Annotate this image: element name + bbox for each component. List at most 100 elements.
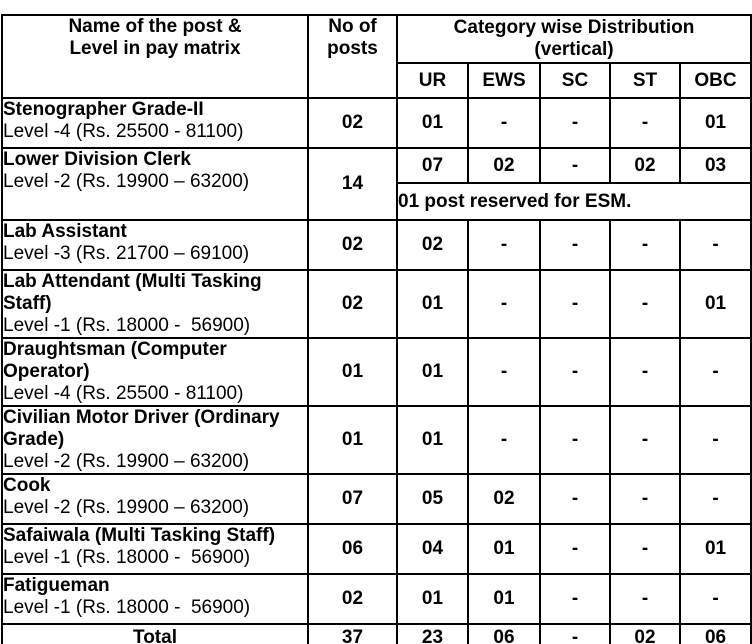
post-name-cell: Stenographer Grade-II Level -4 (Rs. 2550… — [1, 97, 309, 149]
total-ews-value: 06 — [467, 623, 541, 644]
posts-count: 02 — [307, 97, 398, 149]
category-value-ur: 01 — [396, 97, 469, 149]
category-value-sc: - — [539, 523, 611, 575]
header-row-main: Name of the post & Level in pay matrix N… — [1, 14, 752, 99]
esm-note: 01 post reserved for ESM. — [395, 182, 752, 221]
category-value-ur: 01 — [396, 573, 469, 625]
category-value-obc: 01 — [678, 97, 752, 149]
post-level: Level -4 (Rs. 25500 - 81100) — [3, 121, 244, 142]
post-title: Draughtsman (Computer Operator) — [3, 339, 227, 382]
category-value-st: - — [609, 473, 681, 525]
category-value-obc: - — [678, 573, 752, 625]
category-value-ur: 01 — [396, 269, 469, 339]
table-row: Lab Assistant Level -3 (Rs. 21700 – 6910… — [1, 219, 752, 271]
posts-count: 01 — [307, 337, 398, 407]
category-value-ews: - — [467, 337, 541, 407]
subheader-st: ST — [609, 62, 681, 99]
table-row: Fatigueman Level -1 (Rs. 18000 - 56900) … — [1, 573, 752, 625]
total-label: Total — [1, 623, 309, 644]
subheader-ews: EWS — [467, 62, 541, 99]
total-st-value: 02 — [609, 623, 681, 644]
post-level: Level -2 (Rs. 19900 – 63200) — [3, 497, 250, 518]
category-value-st: - — [609, 269, 681, 339]
post-title: Cook — [3, 475, 51, 496]
category-value-ews: 02 — [467, 473, 541, 525]
table-footer: Total 37 23 06 - 02 06 — [1, 623, 752, 644]
esm-note-row: 01 post reserved for ESM. — [2, 182, 752, 221]
header-name-col: Name of the post & Level in pay matrix — [1, 14, 309, 99]
category-value-st: - — [609, 405, 681, 475]
post-level: Level -2 (Rs. 19900 – 63200) — [3, 451, 250, 472]
subheader-obc: OBC — [678, 62, 752, 99]
total-obc-value: 06 — [678, 623, 752, 644]
table-row: Draughtsman (Computer Operator) Level -4… — [1, 337, 752, 407]
post-title: Lab Attendant (Multi Tasking Staff) — [3, 271, 262, 314]
category-value-st: - — [609, 337, 681, 407]
post-name-cell: Safaiwala (Multi Tasking Staff) Level -1… — [1, 523, 309, 575]
post-level: Level -1 (Rs. 18000 - 56900) — [3, 597, 251, 618]
post-name-cell: Lab Attendant (Multi Tasking Staff) Leve… — [1, 269, 309, 339]
post-name-cell: Civilian Motor Driver (Ordinary Grade) L… — [1, 405, 309, 475]
post-name-cell: Draughtsman (Computer Operator) Level -4… — [1, 337, 309, 407]
table-row: Cook Level -2 (Rs. 19900 – 63200) 07 05 … — [1, 473, 752, 525]
table-row: Safaiwala (Multi Tasking Staff) Level -1… — [1, 523, 752, 575]
category-value-sc: - — [539, 147, 611, 184]
category-value-sc: - — [539, 337, 611, 407]
table-row: Lower Division Clerk Level -2 (Rs. 19900… — [1, 147, 752, 221]
post-level: Level -1 (Rs. 18000 - 56900) — [3, 315, 251, 336]
post-level: Level -1 (Rs. 18000 - 56900) — [3, 547, 251, 568]
post-title: Stenographer Grade-II — [3, 99, 204, 120]
posts-count: 01 — [307, 405, 398, 475]
post-title: Lower Division Clerk — [3, 149, 191, 170]
posts-count: 06 — [307, 523, 398, 575]
category-value-ur: 02 — [396, 219, 469, 271]
post-level: Level -3 (Rs. 21700 – 69100) — [3, 243, 250, 264]
category-value-ur: 04 — [396, 523, 469, 575]
post-name-cell: Lower Division Clerk Level -2 (Rs. 19900… — [1, 147, 309, 221]
category-value-sc: - — [539, 473, 611, 525]
post-level: Level -2 (Rs. 19900 – 63200) — [3, 171, 250, 192]
subheader-sc: SC — [539, 62, 611, 99]
total-sc-value: - — [539, 623, 611, 644]
category-value-ews: - — [467, 219, 541, 271]
posts-count: 02 — [307, 269, 398, 339]
posts-count: 02 — [307, 573, 398, 625]
category-value-obc: 01 — [678, 523, 752, 575]
post-name-cell: Lab Assistant Level -3 (Rs. 21700 – 6910… — [1, 219, 309, 271]
category-value-ews: 01 — [467, 523, 541, 575]
post-level: Level -4 (Rs. 25500 - 81100) — [3, 383, 244, 404]
category-value-st: - — [609, 523, 681, 575]
category-value-obc: - — [678, 405, 752, 475]
category-value-st: - — [609, 573, 681, 625]
table-row: Lab Attendant (Multi Tasking Staff) Leve… — [1, 269, 752, 339]
total-ur-value: 23 — [396, 623, 469, 644]
posts-count: 14 — [307, 147, 398, 221]
category-value-ews: - — [467, 269, 541, 339]
header-row-sub: UR EWS SC ST OBC — [2, 62, 752, 99]
post-name-cell: Fatigueman Level -1 (Rs. 18000 - 56900) — [1, 573, 309, 625]
category-value-obc: - — [678, 473, 752, 525]
category-value-obc: 03 — [678, 147, 752, 184]
category-value-ews: - — [467, 405, 541, 475]
category-value-sc: - — [539, 573, 611, 625]
category-value-obc: - — [678, 337, 752, 407]
category-value-sc: - — [539, 269, 611, 339]
recruitment-posts-table: Name of the post & Level in pay matrix N… — [1, 14, 752, 644]
category-value-ews: 02 — [467, 147, 541, 184]
post-title: Fatigueman — [3, 575, 110, 596]
post-title: Civilian Motor Driver (Ordinary Grade) — [3, 407, 280, 450]
category-value-ur: 01 — [396, 337, 469, 407]
category-value-ur: 05 — [396, 473, 469, 525]
category-value-ews: 01 — [467, 573, 541, 625]
category-value-ur: 07 — [396, 147, 469, 184]
header-posts-col: No of posts — [307, 14, 398, 99]
header-category-col: Category wise Distribution (vertical) — [395, 14, 752, 64]
table-body: Stenographer Grade-II Level -4 (Rs. 2550… — [1, 97, 752, 625]
post-title: Lab Assistant — [3, 221, 127, 242]
category-value-ur: 01 — [396, 405, 469, 475]
category-value-obc: 01 — [678, 269, 752, 339]
category-value-sc: - — [539, 97, 611, 149]
posts-count: 02 — [307, 219, 398, 271]
total-row: Total 37 23 06 - 02 06 — [1, 623, 752, 644]
